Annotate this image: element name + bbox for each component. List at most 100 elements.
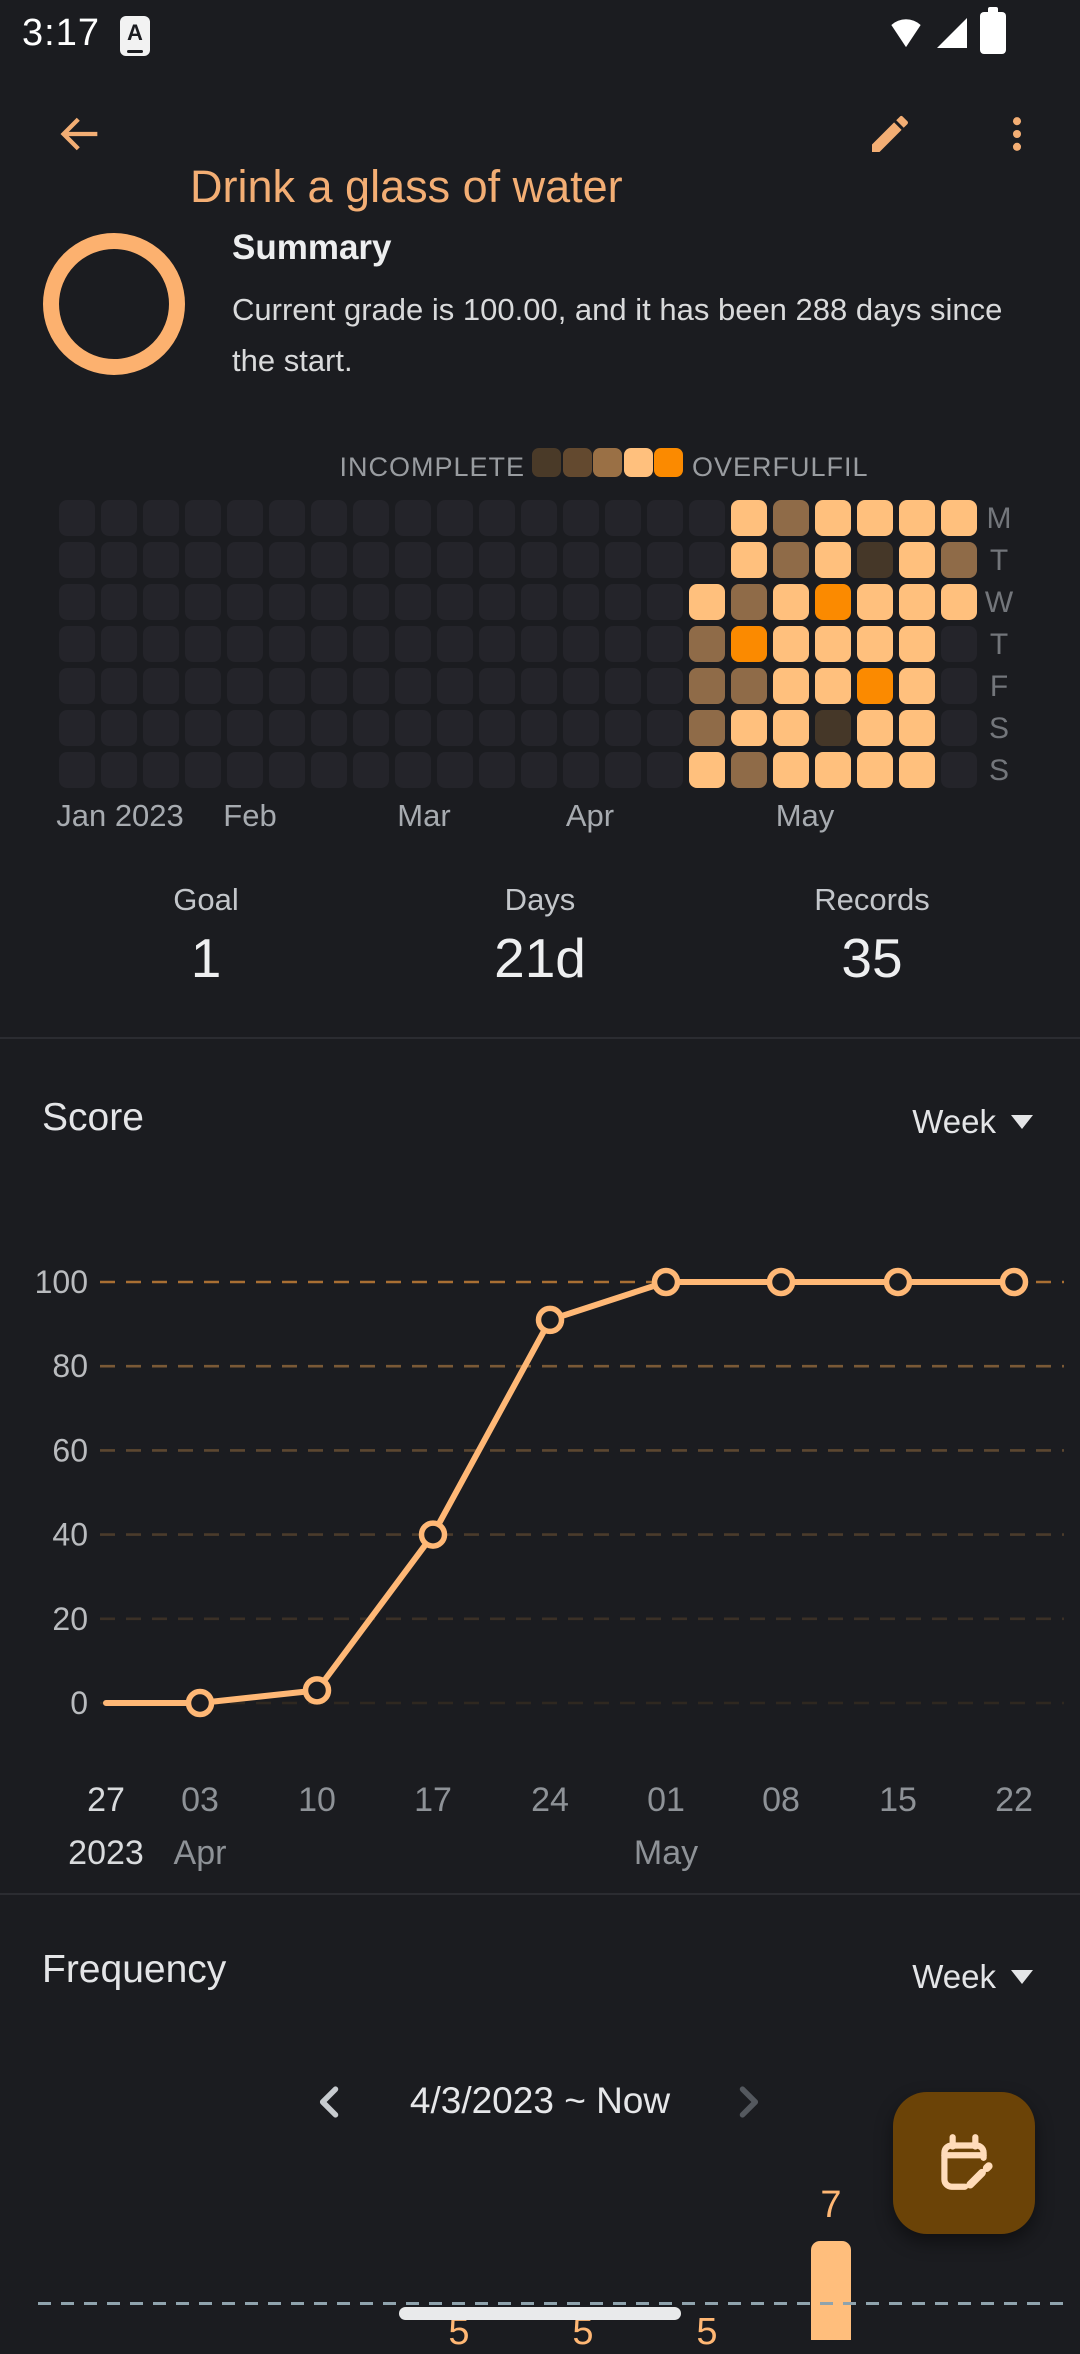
gesture-navigation-pill[interactable] (399, 2307, 681, 2320)
heatmap-cell (227, 584, 263, 620)
heatmap-cell (143, 542, 179, 578)
heatmap-cell (311, 584, 347, 620)
score-title: Score (42, 1096, 144, 1139)
heatmap-cell (353, 626, 389, 662)
heatmap-cell (437, 584, 473, 620)
heatmap-cell (185, 668, 221, 704)
heatmap-cell (731, 500, 767, 536)
score-period-dropdown[interactable]: Week (912, 1103, 1033, 1141)
edit-button[interactable] (858, 102, 922, 166)
frequency-period-dropdown[interactable]: Week (912, 1958, 1033, 1996)
y-tick-label: 80 (52, 1348, 88, 1384)
heatmap-cell (605, 542, 641, 578)
weekday-label: S (988, 712, 1009, 745)
heatmap-cell (815, 668, 851, 704)
heatmap-cell (143, 626, 179, 662)
stat-days-value: 21d (494, 927, 586, 989)
heatmap-cell (605, 668, 641, 704)
heatmap-cell (689, 710, 725, 746)
heatmap-cell (857, 584, 893, 620)
heatmap-cell (689, 584, 725, 620)
frequency-bar (811, 2241, 851, 2340)
heatmap-cell (269, 752, 305, 788)
page-title: Drink a glass of water (190, 161, 623, 212)
chevron-down-icon (1011, 1115, 1033, 1129)
heatmap-cell (647, 584, 683, 620)
heatmap-cell (941, 584, 977, 620)
heatmap-cell (101, 752, 137, 788)
heatmap-cell (227, 752, 263, 788)
heatmap-cell (857, 500, 893, 536)
heatmap-cell (437, 710, 473, 746)
heatmap-cell (185, 500, 221, 536)
heatmap-cell (353, 752, 389, 788)
heatmap-cell (689, 668, 725, 704)
heatmap-cell (563, 668, 599, 704)
heatmap-cell (437, 500, 473, 536)
heatmap-cell (773, 542, 809, 578)
heatmap-cell (185, 584, 221, 620)
heatmap-cell (353, 542, 389, 578)
prev-period-button[interactable] (300, 2072, 360, 2132)
month-label: Apr (565, 798, 615, 833)
heatmap-cell (731, 710, 767, 746)
x-tick-label: 10 (298, 1781, 336, 1819)
x-tick-label: 24 (531, 1781, 569, 1819)
heatmap-cell (311, 542, 347, 578)
heatmap-cell (311, 500, 347, 536)
heatmap-cell (941, 500, 977, 536)
heatmap-cell (689, 542, 725, 578)
y-tick-label: 60 (52, 1432, 88, 1468)
heatmap-cell (59, 584, 95, 620)
heatmap-cell (59, 668, 95, 704)
heatmap-cell (437, 752, 473, 788)
status-bar: 3:17 A (0, 0, 1080, 62)
heatmap-cell (353, 500, 389, 536)
heatmap-cell (689, 500, 725, 536)
month-label: Mar (397, 798, 451, 833)
edit-history-fab[interactable] (893, 2092, 1035, 2234)
heatmap-cell (311, 668, 347, 704)
heatmap-cell (941, 626, 977, 662)
heatmap-cell (101, 668, 137, 704)
heatmap-cell (269, 710, 305, 746)
heatmap-cell (899, 584, 935, 620)
x-tick-label: 17 (414, 1781, 452, 1819)
chevron-down-icon (1011, 1970, 1033, 1984)
heatmap-cell (185, 626, 221, 662)
heatmap-cell (227, 542, 263, 578)
calendar-edit-icon (941, 2134, 993, 2190)
heatmap-cell (521, 668, 557, 704)
heatmap-cell (899, 710, 935, 746)
grade-ring (43, 233, 185, 375)
cellular-signal-icon (937, 18, 967, 48)
heatmap-cell (815, 584, 851, 620)
heatmap-cell (479, 542, 515, 578)
heatmap-cell (353, 668, 389, 704)
x-tick-label: 15 (879, 1781, 917, 1819)
back-button[interactable] (48, 102, 112, 166)
heatmap-cell (437, 542, 473, 578)
x-tick-sublabel: Apr (174, 1834, 227, 1872)
heatmap-cell (395, 626, 431, 662)
score-chart[interactable]: 100 80 60 40 20 0 27 2023 03 Apr 10 17 24 01 May 08 15 22 (0, 1255, 1080, 1880)
heatmap-cell (773, 710, 809, 746)
heatmap-cell (731, 668, 767, 704)
heatmap-cell (857, 752, 893, 788)
overflow-menu-button[interactable] (985, 102, 1049, 166)
baseline-dashline (38, 2302, 1064, 2305)
heatmap-legend-label-overfulfil: OVERFULFIL (692, 452, 869, 482)
heatmap-cell (899, 500, 935, 536)
heatmap-cell (773, 584, 809, 620)
y-tick-label: 20 (52, 1601, 88, 1637)
next-period-button[interactable] (718, 2072, 778, 2132)
heatmap-cell (101, 500, 137, 536)
heatmap-cell (605, 584, 641, 620)
y-tick-label: 100 (35, 1264, 88, 1300)
heatmap-cell (185, 710, 221, 746)
frequency-bar-label: 7 (820, 2184, 842, 2226)
data-point-marker (651, 1267, 681, 1297)
heatmap-cell (605, 500, 641, 536)
heatmap-cell (269, 500, 305, 536)
